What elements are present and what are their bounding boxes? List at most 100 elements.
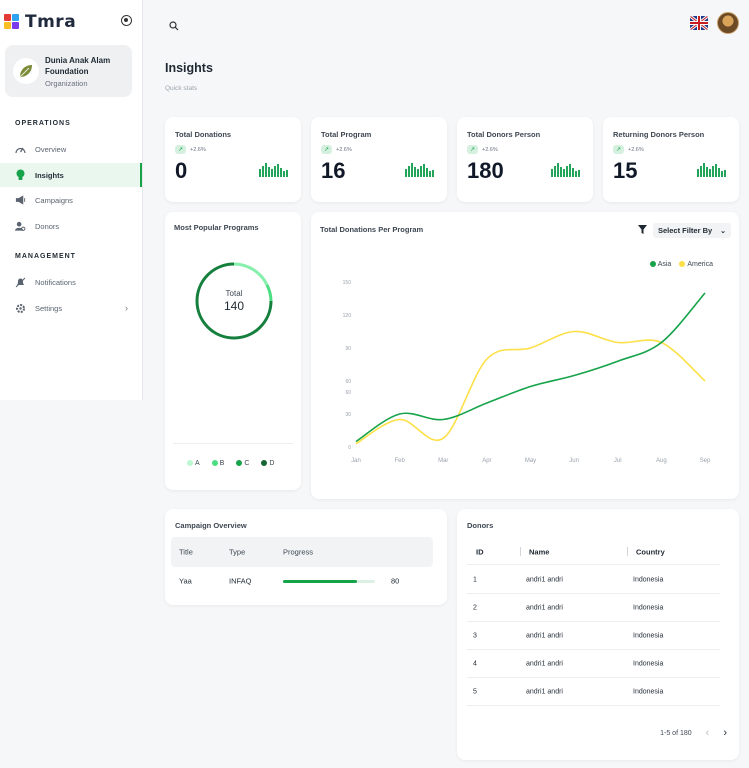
sidebar: Tmra Dunia Anak Alam Foundation Organiza… [0,0,143,400]
y-tick-label: 120 [343,313,352,319]
stat-title: Total Donors Person [467,130,541,139]
sparkline-icon [405,163,434,177]
donor-id: 4 [473,660,477,667]
donor-country: Indonesia [633,632,664,639]
donut-slice [195,262,273,340]
donor-name: andri1 andri [526,576,563,583]
filter-icon[interactable] [638,225,647,236]
section-management: MANAGEMENT [15,253,76,260]
x-tick-label: Jul [614,458,622,464]
brand-logo[interactable]: Tmra [4,12,76,32]
bell-off-icon [15,277,26,288]
search-icon[interactable] [169,18,179,36]
legend-item: A [187,460,200,467]
table-row[interactable]: Yaa INFAQ 80 [171,567,433,595]
logo-icon [4,14,20,30]
donor-country: Indonesia [633,576,664,583]
sidebar-item-label: Notifications [35,277,76,287]
x-tick-label: May [525,458,536,464]
sidebar-item-label: Campaigns [35,195,73,205]
column-header-country: Country [636,547,665,556]
donors-table-header: ID Name Country [467,539,720,565]
stat-card-total-donations: Total Donations ↗ +2.6% 0 [165,117,301,202]
chart-legend: Asia America [649,261,713,268]
sidebar-item-settings[interactable]: Settings › [0,296,142,320]
series-line-asia [355,292,706,443]
donut-total-value: 140 [224,299,244,313]
sparkline-icon [259,163,288,177]
donors-card: Donors ID Name Country 1 andri1 andri Indo… [457,509,739,760]
org-switcher[interactable]: Dunia Anak Alam Foundation Organization [5,45,132,97]
x-tick-label: Jun [569,458,579,464]
sidebar-item-notifications[interactable]: Notifications [0,270,142,294]
column-header-id: ID [476,547,484,556]
legend-item: D [261,460,274,467]
donor-name: andri1 andri [526,604,563,611]
divider [173,443,293,444]
progress-bar [283,580,375,583]
stat-card-total-donors: Total Donors Person ↗ +2.6% 180 [457,117,593,202]
legend-item: C [236,460,249,467]
brand-name: Tmra [25,12,77,32]
trend-up-icon: ↗ [175,145,186,154]
table-row[interactable]: 5 andri1 andri Indonesia [467,678,720,706]
campaign-overview-card: Campaign Overview Title Type Progress Ya… [165,509,447,605]
trend-up-icon: ↗ [467,145,478,154]
campaign-table-header: Title Type Progress [171,537,433,567]
stat-change: ↗ +2.6% [467,145,498,154]
stat-card-total-program: Total Program ↗ +2.6% 16 [311,117,447,202]
stat-change-value: +2.6% [336,146,352,153]
sidebar-item-label: Settings [35,303,63,313]
sidebar-item-insights[interactable]: Insights [0,163,142,187]
sidebar-item-campaigns[interactable]: Campaigns [0,188,142,212]
series-line-america [355,330,706,445]
language-flag-icon[interactable] [690,16,708,30]
donut-total-label: Total [226,289,243,298]
donor-country: Indonesia [633,660,664,667]
table-row[interactable]: 2 andri1 andri Indonesia [467,594,720,622]
progress-fill [283,580,357,583]
x-tick-label: Mar [438,458,448,464]
table-row[interactable]: 4 andri1 andri Indonesia [467,650,720,678]
y-tick-label: 150 [343,280,352,286]
user-avatar[interactable] [717,12,739,34]
bulb-icon [15,169,26,181]
stat-change-value: +2.6% [482,146,498,153]
org-name: Dunia Anak Alam Foundation [45,56,111,76]
donor-id: 3 [473,632,477,639]
donut-slice [233,262,269,286]
y-tick-label: 60 [345,390,351,396]
card-title: Donors [467,521,494,530]
donor-id: 1 [473,576,477,583]
table-row[interactable]: 3 andri1 andri Indonesia [467,622,720,650]
sidebar-item-label: Insights [35,170,64,180]
stat-change-value: +2.6% [628,146,644,153]
column-separator [627,547,628,556]
campaign-title: Yaa [179,576,192,586]
chevron-down-icon: ⌄ [720,227,726,235]
chevron-left-icon[interactable]: ‹ [705,727,710,739]
donut-chart: Total 140 [195,262,273,340]
stat-change-value: +2.6% [190,146,206,153]
sidebar-item-overview[interactable]: Overview [0,137,142,161]
org-type: Organization [45,79,88,88]
column-header-name: Name [529,547,550,556]
stat-value: 180 [467,158,504,183]
stat-value: 16 [321,158,346,183]
filter-select[interactable]: Select Filter By ⌄ [653,223,731,238]
sidebar-item-donors[interactable]: Donors [0,214,142,238]
y-tick-label: 60 [345,379,351,385]
table-row[interactable]: 1 andri1 andri Indonesia [467,566,720,594]
chevron-right-icon[interactable]: › [723,727,727,739]
stat-title: Total Program [321,130,372,139]
filter-control: Select Filter By ⌄ [638,223,731,238]
line-chart: 0 30 60 60 90 120 150 Jan Feb Mar Apr May Jun Jul Aug S… [343,280,711,464]
stat-title: Returning Donors Person [613,130,705,139]
sidebar-item-label: Donors [35,221,60,231]
donor-id: 2 [473,604,477,611]
y-tick-label: 30 [345,412,351,418]
theme-toggle-icon[interactable] [121,15,132,26]
stat-change: ↗ +2.6% [321,145,352,154]
legend-item: B [211,460,224,467]
donor-id: 5 [473,688,477,695]
